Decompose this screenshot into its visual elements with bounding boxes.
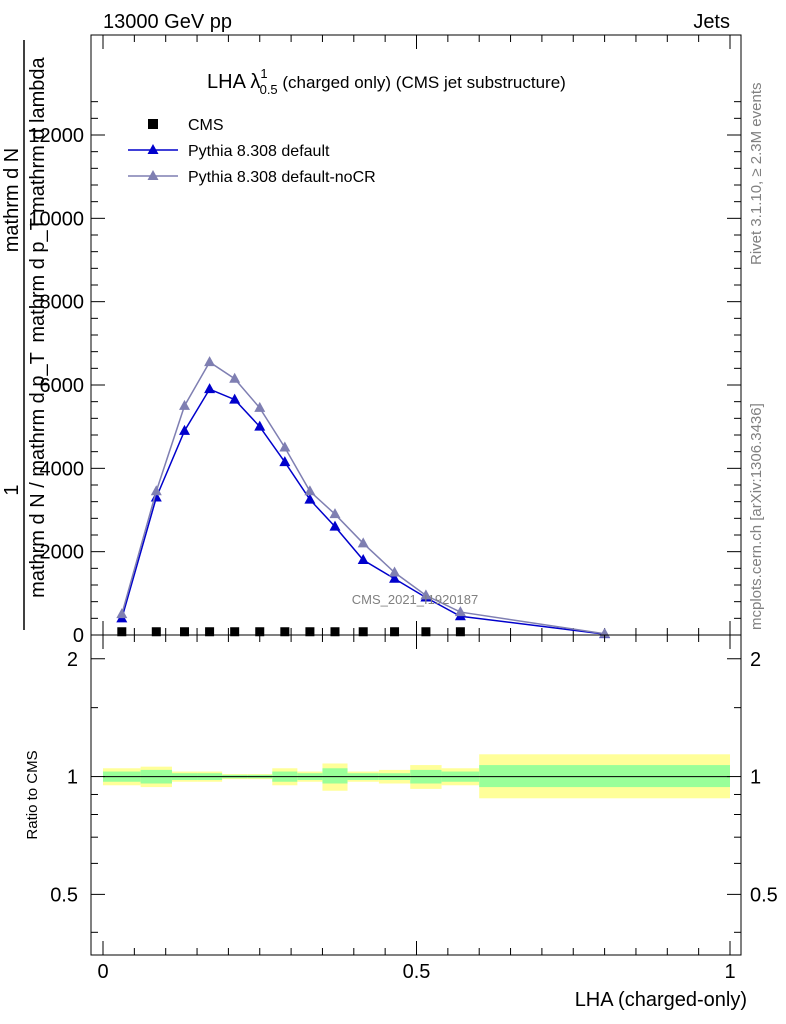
series-0 — [117, 627, 465, 637]
series-point-2 — [179, 399, 191, 410]
ratio-ytick-label: 0.5 — [50, 884, 78, 906]
ylabel-right-den: mathrm d p_T mathrm d lambda — [27, 56, 49, 342]
series-point-1 — [229, 393, 241, 404]
cms-point — [117, 627, 127, 637]
mcplots-label: mcplots.cern.ch [arXiv:1306.3436] — [748, 403, 765, 630]
series-point-2 — [304, 485, 316, 496]
cms-point — [280, 627, 290, 637]
legend-item-1: Pythia 8.308 default — [128, 143, 330, 160]
legend-label: Pythia 8.308 default-noCR — [188, 169, 376, 186]
ratio-axes: 0.5 0.5 1 1 2 2 0 0.5 1 — [50, 635, 778, 983]
ratio-band-inner — [322, 768, 348, 784]
ratio-ytick-label-right: 1 — [750, 767, 761, 789]
series-2 — [116, 356, 611, 638]
main-title-sup: 1 — [260, 66, 267, 81]
main-ytick-label: 10000 — [28, 208, 84, 230]
series-point-2 — [254, 401, 266, 412]
main-ylabel: 1 mathrm d N / mathrm d p_T mathrm d N m… — [1, 40, 49, 630]
ratio-ytick-label: 2 — [67, 649, 78, 671]
series-point-2 — [420, 589, 432, 600]
main-ytick-label: 4000 — [40, 458, 85, 480]
ratio-ytick-label: 1 — [67, 767, 78, 789]
ylabel-den: mathrm d N / mathrm d p_T — [27, 352, 49, 598]
cms-point — [358, 627, 368, 637]
header-left: 13000 GeV pp — [103, 11, 232, 33]
series-point-1 — [357, 554, 369, 564]
series-point-1 — [329, 520, 341, 531]
series-point-1 — [279, 456, 291, 467]
watermark: CMS_2021_I1920187 — [352, 592, 479, 607]
cms-point — [255, 627, 265, 637]
cms-point — [421, 627, 431, 637]
series-point-2 — [389, 566, 401, 577]
cms-point — [330, 627, 340, 637]
rivet-label: Rivet 3.1.10, ≥ 2.3M events — [748, 83, 765, 266]
ratio-xtick-label: 0 — [97, 961, 108, 983]
main-ytick-label: 2000 — [40, 542, 85, 564]
cms-point — [390, 627, 400, 637]
main-series — [116, 356, 611, 639]
ratio-xtick-label: 1 — [724, 961, 735, 983]
series-point-1 — [304, 493, 316, 504]
main-title-sub: 0.5 — [260, 82, 278, 97]
main-title-rest: (charged only) (CMS jet substructure) — [278, 73, 566, 92]
series-point-1 — [179, 424, 191, 435]
main-axes: 0 2000 4000 6000 8000 10000 12000 — [28, 35, 741, 647]
cms-point — [230, 627, 240, 637]
legend-marker — [147, 170, 159, 180]
series-point-1 — [254, 420, 266, 431]
ylabel-num: 1 — [1, 484, 23, 495]
legend-label: Pythia 8.308 default — [188, 143, 330, 160]
series-line-1 — [121, 388, 605, 635]
ratio-bands — [103, 754, 730, 799]
legend-item-2: Pythia 8.308 default-noCR — [128, 169, 376, 186]
legend-marker — [148, 119, 158, 129]
main-ytick-label: 6000 — [40, 375, 85, 397]
legend-label: CMS — [188, 117, 224, 134]
series-point-2 — [357, 537, 369, 548]
series-point-2 — [454, 606, 466, 617]
series-point-2 — [204, 356, 216, 367]
series-point-2 — [116, 608, 128, 619]
legend-item-0: CMS — [148, 117, 224, 134]
series-point-2 — [279, 441, 291, 452]
cms-point — [455, 627, 465, 637]
ratio-ytick-label-right: 2 — [750, 649, 761, 671]
header-right: Jets — [693, 11, 730, 33]
legend-marker — [147, 144, 159, 154]
cms-point — [305, 627, 315, 637]
main-ytick-label: 8000 — [40, 292, 85, 314]
series-line-2 — [121, 361, 605, 635]
series-point-2 — [329, 508, 341, 519]
ylabel-right-num: mathrm d N — [1, 148, 23, 252]
legend: CMS Pythia 8.308 default Pythia 8.308 defa… — [128, 117, 376, 186]
series-point-2 — [150, 485, 162, 496]
series-point-1 — [204, 383, 216, 394]
series-point-2 — [229, 372, 241, 383]
main-title-main: LHA λ — [207, 71, 260, 93]
series-point-1 — [389, 572, 401, 583]
ratio-ytick-label-right: 0.5 — [750, 884, 778, 906]
cms-point — [205, 627, 215, 637]
ratio-xtick-label: 0.5 — [403, 961, 431, 983]
main-ytick-label: 12000 — [28, 125, 84, 147]
cms-point — [180, 627, 190, 637]
main-title: LHA λ1 0.5 (charged only) (CMS jet substr… — [207, 66, 566, 97]
main-ytick-label: 0 — [73, 625, 84, 647]
cms-point — [151, 627, 161, 637]
ratio-ylabel: Ratio to CMS — [24, 750, 41, 839]
xlabel: LHA (charged-only) — [575, 989, 747, 1011]
